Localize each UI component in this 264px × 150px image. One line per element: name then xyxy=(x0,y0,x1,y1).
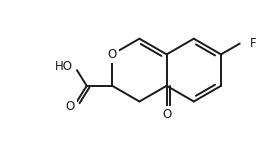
Text: O: O xyxy=(66,100,75,113)
Text: HO: HO xyxy=(55,60,73,73)
Text: O: O xyxy=(108,48,117,61)
Text: F: F xyxy=(249,37,256,50)
Text: O: O xyxy=(162,108,171,121)
